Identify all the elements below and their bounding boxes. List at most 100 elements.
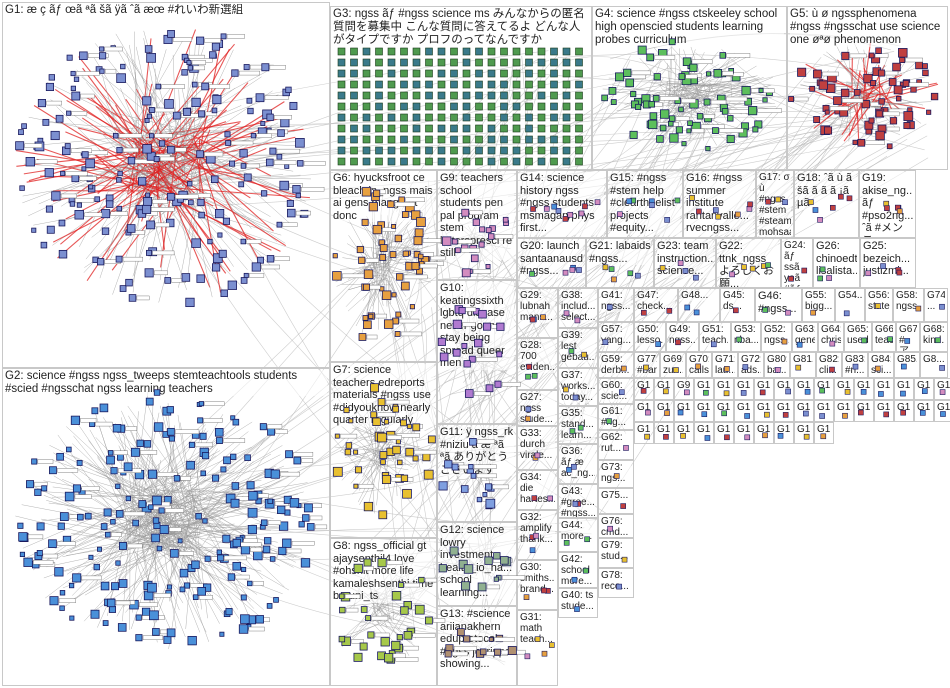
node-g3 — [525, 80, 533, 89]
group-box-g63: G63: gene... — [792, 322, 818, 352]
node-g7 — [344, 448, 352, 456]
node-g7 — [377, 432, 387, 443]
node-g1 — [295, 192, 301, 199]
node-g2 — [244, 454, 251, 461]
group-label: G1... — [637, 380, 651, 391]
edge-line — [74, 138, 136, 149]
group-box-g36: G36: ãƒ æ ac_ng... — [558, 444, 598, 484]
node-label — [157, 472, 178, 477]
node-g3 — [562, 58, 571, 67]
node-label — [223, 438, 246, 443]
node-g1 — [251, 262, 261, 272]
node-label — [154, 270, 168, 276]
node-g1 — [280, 118, 290, 128]
node-g1 — [144, 45, 153, 53]
edge-line — [394, 260, 412, 265]
node-g2 — [197, 587, 206, 596]
node-g7 — [422, 453, 431, 462]
edge-line — [157, 163, 287, 247]
node-label — [127, 543, 143, 549]
group-box-g89: G9... — [674, 378, 694, 400]
edge-line — [376, 621, 394, 642]
node-g1 — [266, 113, 274, 121]
node-g3 — [437, 102, 446, 111]
node-g13 — [444, 650, 452, 658]
group-box-g67: G67: #ア... — [896, 322, 920, 352]
node-g15 — [649, 202, 655, 209]
node-g112 — [819, 413, 825, 419]
node-g5 — [824, 109, 830, 115]
node-g3 — [387, 157, 396, 166]
edge-line — [371, 259, 384, 306]
node-g85 — [901, 363, 907, 370]
node-g18 — [846, 195, 853, 202]
node-g26 — [817, 275, 823, 282]
node-label — [238, 542, 262, 547]
node-g83 — [852, 363, 859, 370]
edge-line — [105, 110, 137, 180]
node-g2 — [130, 447, 140, 457]
node-g7 — [392, 405, 400, 413]
node-g9 — [442, 236, 452, 246]
edge-line — [375, 605, 423, 625]
node-g97 — [844, 389, 851, 395]
node-g3 — [412, 135, 421, 144]
node-g8 — [396, 634, 403, 641]
group-label: G36: ãƒ æ ac_ng... — [561, 446, 595, 479]
edge-line — [394, 610, 402, 619]
node-label — [874, 53, 889, 58]
node-g4 — [610, 99, 617, 105]
node-label — [57, 541, 76, 546]
edge-line — [113, 43, 165, 131]
node-label — [76, 71, 100, 76]
node-g8 — [398, 582, 404, 588]
node-label — [345, 607, 359, 613]
node-g2 — [68, 582, 75, 589]
group-box-g5: G5: ù ø ngssphenomena #ngss #ngsschat us… — [787, 6, 948, 170]
node-g3 — [387, 102, 396, 111]
edge-line — [376, 602, 388, 629]
node-g6 — [368, 313, 374, 319]
edge-line — [135, 124, 202, 165]
node-g49 — [675, 339, 681, 346]
node-g1 — [187, 181, 193, 187]
node-g1 — [45, 205, 53, 213]
node-g1 — [126, 224, 136, 233]
node-g7 — [353, 483, 359, 489]
node-g8 — [377, 558, 387, 568]
group-label: G60: scie... — [601, 380, 631, 402]
node-g4 — [712, 127, 719, 134]
node-label — [342, 273, 365, 279]
node-label — [375, 313, 387, 319]
node-g3 — [450, 157, 458, 166]
node-g10 — [474, 338, 483, 348]
node-g3 — [512, 113, 521, 122]
edge-line — [845, 90, 884, 96]
node-g2 — [108, 605, 116, 613]
node-g2 — [284, 509, 291, 516]
node-g89 — [684, 389, 690, 396]
node-label — [175, 147, 187, 152]
node-g2 — [240, 545, 250, 555]
edge-line — [335, 451, 378, 470]
node-g5 — [893, 85, 903, 95]
group-box-g21: G21: labaids #ngss... — [586, 238, 654, 288]
node-g40 — [574, 606, 580, 612]
node-label — [399, 318, 420, 324]
node-label — [822, 71, 839, 77]
node-g30 — [523, 594, 530, 600]
node-g15 — [626, 198, 632, 205]
node-label — [476, 473, 497, 479]
node-label — [631, 70, 651, 76]
node-label — [88, 53, 109, 58]
edge-line — [362, 266, 395, 279]
node-g2 — [173, 475, 181, 482]
edge-line — [382, 602, 422, 605]
node-g109 — [764, 411, 770, 418]
group-label: G1... — [717, 424, 731, 435]
node-g18 — [829, 204, 836, 211]
edge-line — [362, 447, 376, 467]
node-g1 — [218, 249, 227, 258]
node-g4 — [719, 52, 727, 59]
group-box-g94: G1... — [774, 378, 794, 400]
